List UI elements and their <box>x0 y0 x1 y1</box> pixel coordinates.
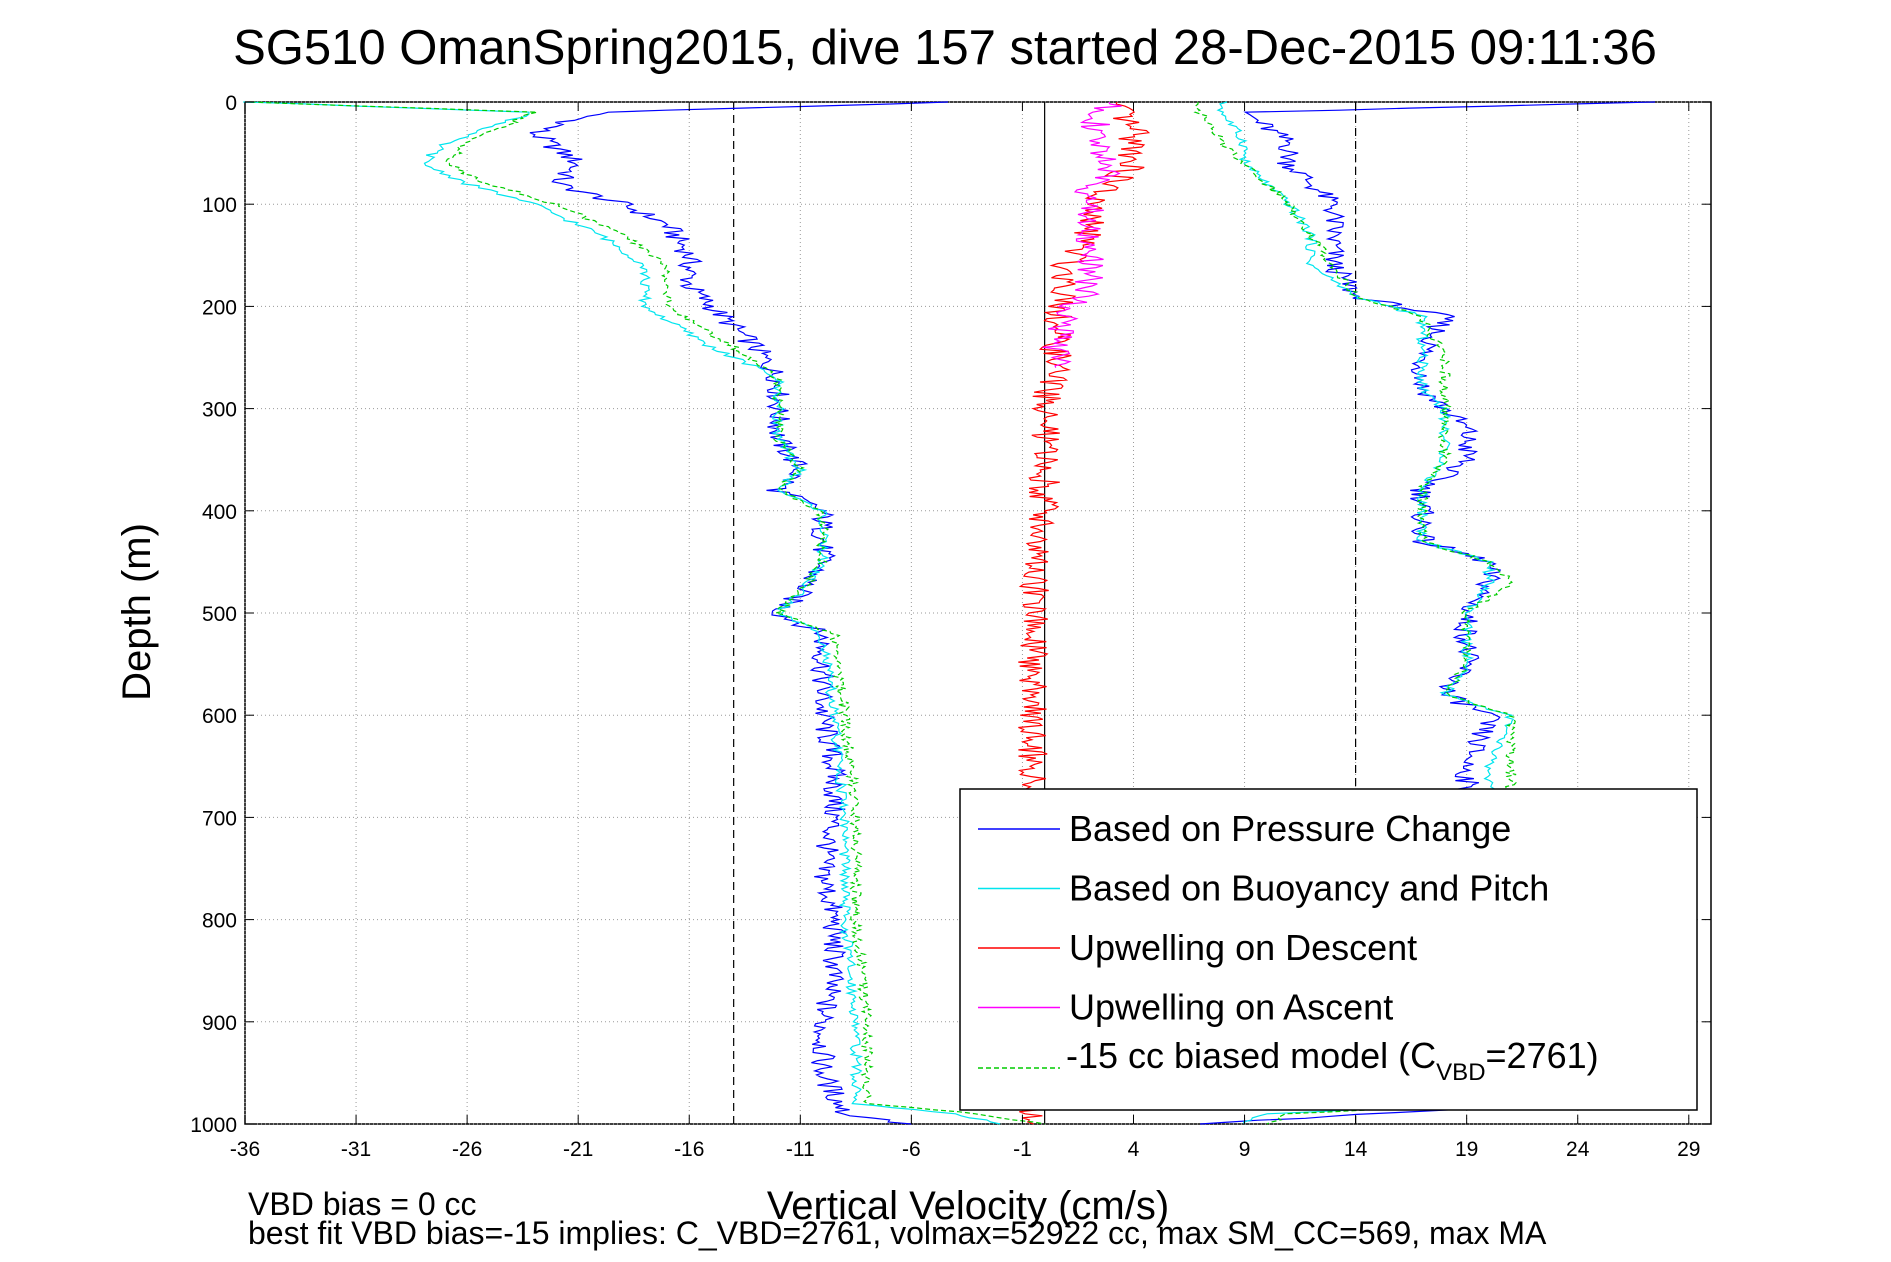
legend: Based on Pressure Change Based on Buoyanc… <box>959 788 1698 1111</box>
x-tick-label: 24 <box>1566 1138 1590 1161</box>
y-tick-label: 400 <box>202 501 237 524</box>
y-tick-label: 500 <box>202 603 237 626</box>
legend-label-model: -15 cc biased model (CVBD=2761) <box>1066 1035 1599 1086</box>
x-tick-label: -21 <box>563 1138 593 1161</box>
y-tick-label: 1000 <box>190 1114 237 1137</box>
x-tick-label: -26 <box>452 1138 482 1161</box>
best-fit-note: best fit VBD bias=-15 implies: C_VBD=276… <box>248 1215 1547 1251</box>
legend-label: Upwelling on Descent <box>1069 927 1417 968</box>
x-tick-label: -31 <box>341 1138 371 1161</box>
y-tick-label: 200 <box>202 296 237 319</box>
y-tick-label: 800 <box>202 910 237 933</box>
series-line-descent-points <box>250 101 1045 1125</box>
series-line-descent-points <box>529 101 949 1125</box>
x-tick-label: 29 <box>1677 1138 1700 1161</box>
series-line-descent-points <box>243 101 1001 1125</box>
x-tick-label: 19 <box>1455 1138 1478 1161</box>
y-tick-label: 600 <box>202 705 237 728</box>
y-tick-label: 900 <box>202 1012 237 1035</box>
legend-box <box>959 788 1698 1111</box>
y-tick-label: 100 <box>202 194 237 217</box>
y-axis-label: Depth (m) <box>115 523 159 701</box>
x-tick-label: -16 <box>674 1138 704 1161</box>
x-axis-label: Vertical Velocity (cm/s) <box>767 1184 1169 1228</box>
x-tick-label: 9 <box>1239 1138 1251 1161</box>
x-tick-label: 14 <box>1344 1138 1368 1161</box>
y-tick-label: 700 <box>202 807 237 830</box>
legend-label: Based on Buoyancy and Pitch <box>1069 868 1549 909</box>
x-tick-label: -6 <box>902 1138 921 1161</box>
legend-label: Upwelling on Ascent <box>1069 987 1393 1028</box>
y-tick-label: 300 <box>202 399 237 422</box>
x-tick-label: 4 <box>1128 1138 1140 1161</box>
x-tick-label: -11 <box>786 1138 815 1161</box>
legend-label: Based on Pressure Change <box>1069 808 1511 849</box>
series-3 <box>1042 101 1122 368</box>
x-axis-ticks: -36 -31 -26 -21 -16 -11 -6 -1 4 9 14 19 24 29 <box>230 102 1700 1161</box>
x-tick-label: -36 <box>230 1138 260 1161</box>
x-tick-label: -1 <box>1013 1138 1032 1161</box>
series-line-points <box>1042 101 1122 368</box>
y-axis-ticks: 0 100 200 300 400 500 600 700 800 900 1000 <box>190 92 1711 1137</box>
vbd-bias-note: VBD bias = 0 cc <box>248 1186 477 1222</box>
y-tick-label: 0 <box>225 92 237 115</box>
chart-title: SG510 OmanSpring2015, dive 157 started 2… <box>233 21 1657 75</box>
